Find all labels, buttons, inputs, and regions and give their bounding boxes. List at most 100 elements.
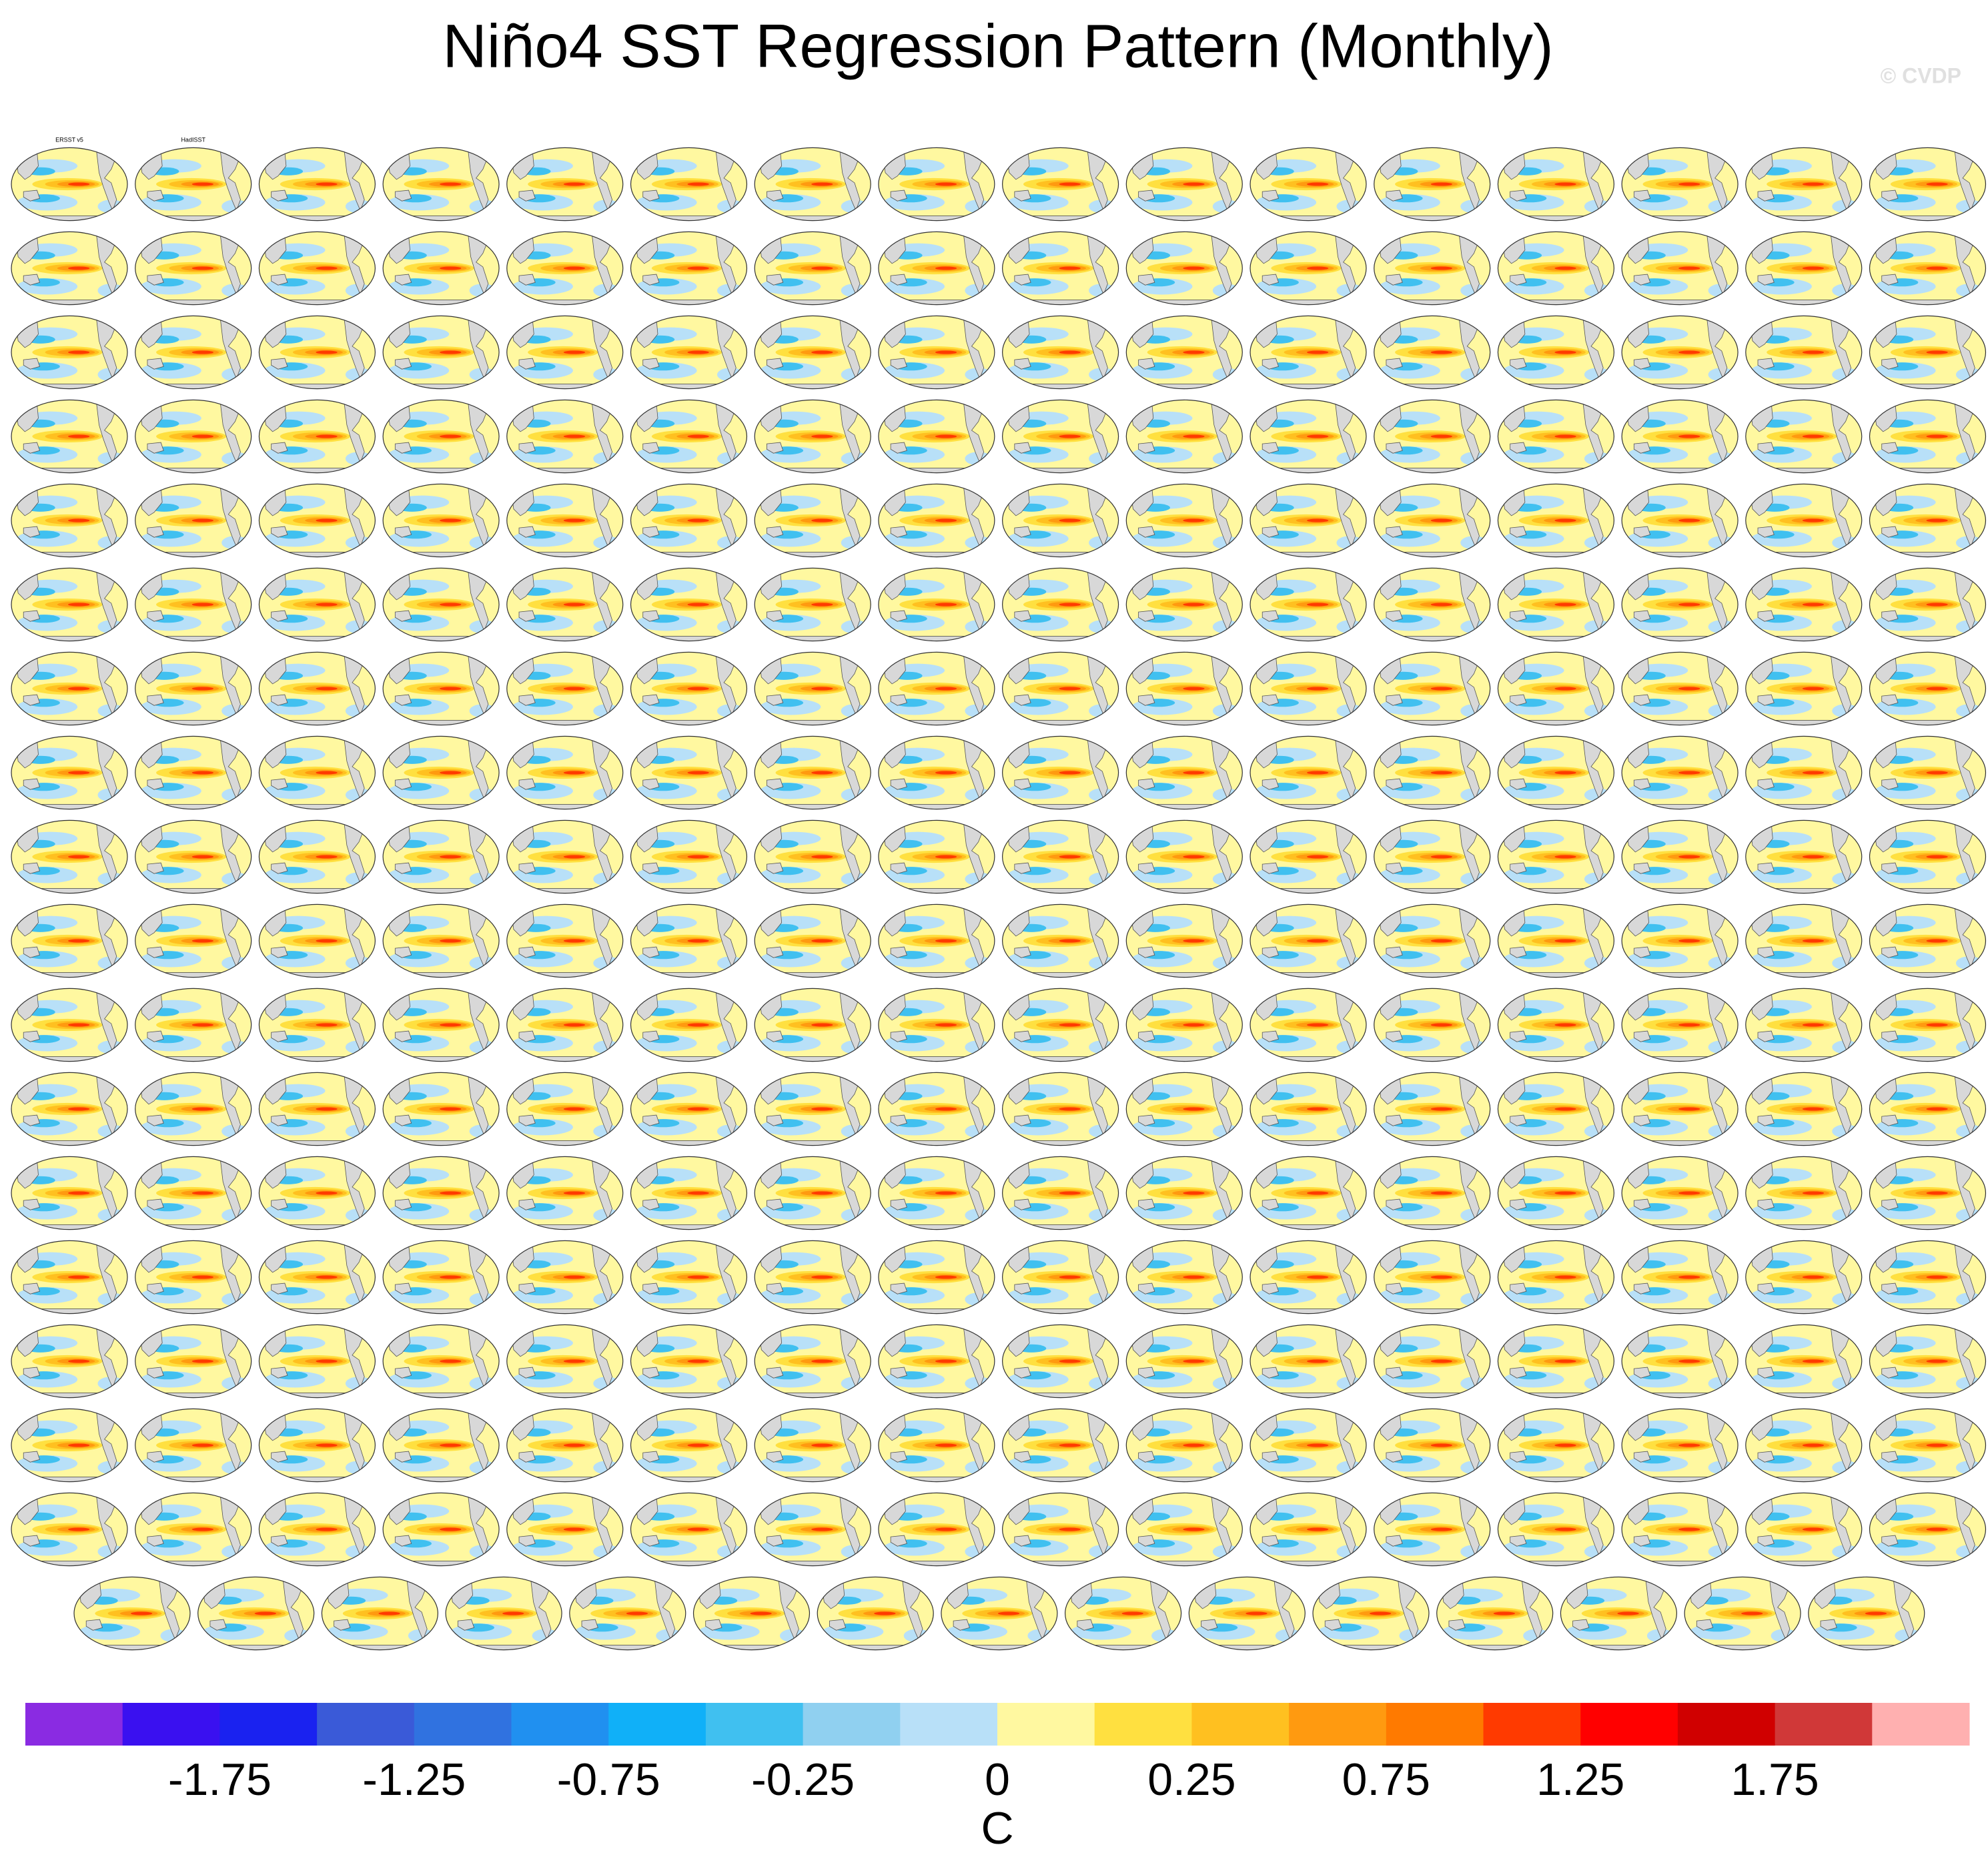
map-panel [382,566,500,643]
map-panel [1373,902,1492,979]
colorbar-box [1483,1703,1581,1746]
map-panel [1373,650,1492,727]
map-panel [630,1070,749,1147]
map-panel [877,314,996,390]
map-panel [1249,230,1368,306]
map-panel [1249,1323,1368,1399]
map-panel [877,650,996,727]
map-panel [1620,230,1739,306]
map-panel [877,1323,996,1399]
map-panel [382,734,500,811]
map-panel [382,650,500,727]
colorbar-label: 1.75 [1730,1754,1819,1805]
map-panel [877,1154,996,1231]
colorbar-box [122,1703,220,1746]
map-panel [1001,1323,1120,1399]
map-panel [1125,986,1244,1063]
map-panel [1620,986,1739,1063]
map-panel [10,314,129,390]
map-panels: ERSST v5 HadISST [10,136,1987,1651]
map-panel [1187,1575,1306,1651]
map-panel [1620,398,1739,474]
map-panel [630,902,749,979]
map-panel [10,902,129,979]
map-panel [134,1238,253,1315]
map-panel [506,1070,624,1147]
map-panel [630,230,749,306]
map-panel [877,734,996,811]
map-panel [630,818,749,895]
map-panel [1496,986,1615,1063]
map-panel [506,230,624,306]
map-panel [1125,902,1244,979]
map-panel [1249,145,1368,222]
map-panel [630,314,749,390]
map-panel [1869,650,1987,727]
map-panel [753,145,872,222]
map-panel [1745,398,1863,474]
map-panel [1496,398,1615,474]
map-panel [1125,566,1244,643]
map-panel [1620,650,1739,727]
map-panel [382,1238,500,1315]
map-panel [320,1575,439,1651]
map-panel [877,1070,996,1147]
colorbar-box [25,1703,123,1746]
colorbar-label: -1.75 [168,1754,272,1805]
map-panel [1001,1238,1120,1315]
map-panel [73,1575,191,1651]
colorbar-box [705,1703,804,1746]
map-panel [753,1323,872,1399]
colorbar-box [1191,1703,1290,1746]
map-panel [630,986,749,1063]
map-panel [1125,1323,1244,1399]
map-panel [1683,1575,1802,1651]
map-panel [630,650,749,727]
map-panel [197,1575,316,1651]
map-panel [506,650,624,727]
map-panel [10,818,129,895]
map-panel [506,902,624,979]
colorbar-box [1386,1703,1484,1746]
map-panel [1249,1154,1368,1231]
map-panel [10,1407,129,1483]
map-panel [1249,482,1368,558]
map-panel [134,1070,253,1147]
colorbar-box [1872,1703,1970,1746]
map-panel [258,566,376,643]
colorbar-label: 1.25 [1536,1754,1624,1805]
map-panel [1869,314,1987,390]
map-panel [1869,986,1987,1063]
map-panel [382,230,500,306]
colorbar-box [608,1703,706,1746]
colorbar-box [1677,1703,1776,1746]
map-panel [1745,1070,1863,1147]
map-panel [1373,818,1492,895]
map-panel [753,314,872,390]
map-panel [1249,986,1368,1063]
map-panel [258,1323,376,1399]
map-panel [1249,1407,1368,1483]
map-panel [134,650,253,727]
map-panel [258,1154,376,1231]
map-panel [1001,482,1120,558]
map-panel [1125,1238,1244,1315]
map-panel [1249,818,1368,895]
map-panel [1001,818,1120,895]
map-panel [1249,566,1368,643]
map-panel [877,230,996,306]
map-panel [258,734,376,811]
map-panel [506,986,624,1063]
map-panel [1496,145,1615,222]
map-panel [258,818,376,895]
map-panel [1745,145,1863,222]
map-panel [1620,818,1739,895]
map-panel [258,1407,376,1483]
map-panel [258,902,376,979]
map-panel [1620,1323,1739,1399]
map-panel [1496,818,1615,895]
map-panel [753,734,872,811]
map-panel [1496,902,1615,979]
map-panel [506,1491,624,1567]
map-panel [506,145,624,222]
